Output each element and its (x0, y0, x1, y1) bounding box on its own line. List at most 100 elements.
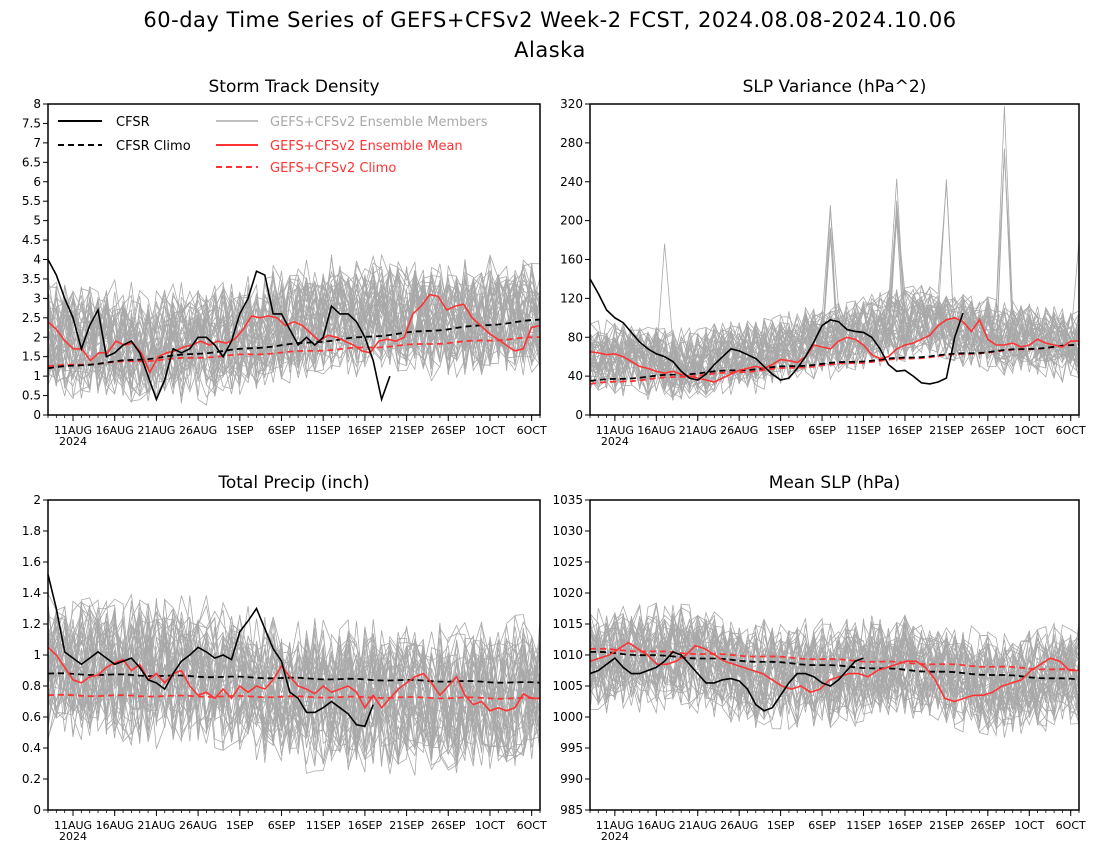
cfsr-line (47, 574, 374, 728)
y-tick-label: 1000 (552, 710, 583, 724)
y-tick-label: 0.2 (22, 772, 41, 786)
x-tick-label: 21AUG (679, 424, 717, 437)
ensemble-member-line (47, 266, 541, 385)
y-tick-label: 5 (33, 214, 41, 228)
legend: CFSR CFSR Climo GEFS+CFSv2 Ensemble Memb… (58, 115, 488, 176)
y-tick-label: 7 (33, 136, 41, 150)
ensemble-member-line (47, 272, 541, 382)
legend-climo-label: GEFS+CFSv2 Climo (270, 161, 396, 176)
ensemble-member-line (589, 179, 1080, 399)
x-tick-label: 1SEP (767, 819, 795, 832)
cfsr-line (589, 650, 864, 712)
y-tick-label: 5.5 (22, 194, 41, 208)
x-tick-label: 26AUG (720, 424, 758, 437)
x-tick-label: 21SEP (929, 819, 964, 832)
y-tick-label: 6.5 (22, 155, 41, 169)
ensemble-member-line (47, 617, 541, 768)
x-year-label: 2024 (601, 435, 629, 448)
x-tick-label: 11SEP (846, 424, 881, 437)
x-tick-label: 1OCT (475, 819, 505, 832)
ensemble-member-line (589, 298, 1080, 387)
ensemble-member-line (589, 219, 1080, 394)
panel-title: Total Precip (inch) (217, 473, 369, 493)
y-tick-label: 8 (33, 97, 41, 111)
y-tick-label: 3 (33, 291, 41, 305)
ensemble-member-line (47, 282, 541, 401)
y-tick-label: 995 (560, 741, 583, 755)
ensemble-member-line (47, 593, 541, 737)
y-tick-label: 0 (33, 803, 41, 817)
x-tick-label: 16AUG (637, 424, 675, 437)
y-tick-label: 4 (33, 253, 41, 267)
ensemble-member-line (47, 265, 541, 387)
x-tick-label: 1SEP (226, 819, 254, 832)
y-tick-label: 0.6 (22, 710, 41, 724)
figure-subtitle: Alaska (514, 38, 586, 62)
ensemble-member-line (47, 595, 541, 739)
x-tick-label: 21AUG (137, 819, 175, 832)
y-tick-label: 1020 (552, 586, 583, 600)
ensemble-climo-line (589, 647, 1080, 672)
y-tick-label: 4.5 (22, 233, 41, 247)
x-tick-label: 26SEP (971, 424, 1006, 437)
x-tick-label: 6SEP (808, 819, 836, 832)
x-year-label: 2024 (601, 830, 629, 843)
x-tick-label: 16SEP (888, 424, 923, 437)
y-tick-label: 1010 (552, 648, 583, 662)
y-tick-label: 1025 (552, 555, 583, 569)
panel-mean-slp: Mean SLP (hPa) 985 990 995 1000 1005 1010 1015 1… (552, 473, 1086, 843)
x-tick-label: 26SEP (431, 424, 466, 437)
x-tick-label: 11AUG (54, 819, 92, 832)
ensemble-members (589, 602, 1080, 738)
x-tick-label: 1SEP (767, 424, 795, 437)
y-tick-label: 1015 (552, 617, 583, 631)
y-tick-label: 1.8 (22, 524, 41, 538)
y-tick-label: 6 (33, 175, 41, 189)
y-tick-label: 0.8 (22, 679, 41, 693)
y-tick-label: 1.2 (22, 617, 41, 631)
legend-members-label: GEFS+CFSv2 Ensemble Members (270, 115, 488, 130)
x-tick-label: 6OCT (517, 819, 547, 832)
x-tick-label: 26AUG (179, 424, 217, 437)
cfsr-climo-line (590, 651, 1080, 681)
y-tick-label: 280 (560, 136, 583, 150)
ensemble-member-line (589, 619, 1080, 712)
y-tick-label: 200 (560, 214, 583, 228)
ensemble-mean-line (47, 646, 540, 712)
panel-title: Mean SLP (hPa) (769, 473, 901, 493)
ensemble-member-line (47, 625, 541, 771)
y-tick-label: 2 (33, 493, 41, 507)
x-tick-label: 6SEP (268, 424, 296, 437)
x-tick-label: 1OCT (475, 424, 505, 437)
x-tick-label: 26SEP (971, 819, 1006, 832)
ensemble-member-line (589, 296, 1080, 395)
x-tick-label: 6OCT (1056, 819, 1086, 832)
x-tick-label: 16AUG (96, 819, 134, 832)
ensemble-member-line (47, 607, 541, 752)
ensemble-members (47, 253, 541, 406)
y-tick-label: 7.5 (22, 116, 41, 130)
ensemble-member-line (589, 625, 1080, 719)
ensemble-mean-line (589, 316, 1079, 383)
y-tick-label: 985 (560, 803, 583, 817)
x-tick-label: 1OCT (1014, 424, 1044, 437)
panel-title: SLP Variance (hPa^2) (743, 77, 927, 97)
legend-mean-label: GEFS+CFSv2 Ensemble Mean (270, 139, 463, 154)
ensemble-member-line (47, 614, 541, 760)
y-tick-label: 160 (560, 253, 583, 267)
x-tick-label: 26AUG (720, 819, 758, 832)
y-tick-label: 40 (568, 369, 583, 383)
cfsr-line (589, 278, 964, 385)
ensemble-member-line (589, 309, 1080, 400)
ensemble-member-line (47, 277, 541, 396)
ensemble-member-line (589, 240, 1080, 395)
ensemble-climo-line (589, 343, 1080, 385)
x-tick-label: 11SEP (306, 819, 341, 832)
ensemble-members (47, 593, 541, 776)
y-tick-label: 1.5 (22, 350, 41, 364)
x-tick-label: 6SEP (268, 819, 296, 832)
ensemble-member-line (589, 609, 1080, 712)
ensemble-member-line (589, 605, 1080, 705)
ensemble-climo-line (47, 693, 541, 700)
ensemble-member-line (47, 593, 541, 738)
